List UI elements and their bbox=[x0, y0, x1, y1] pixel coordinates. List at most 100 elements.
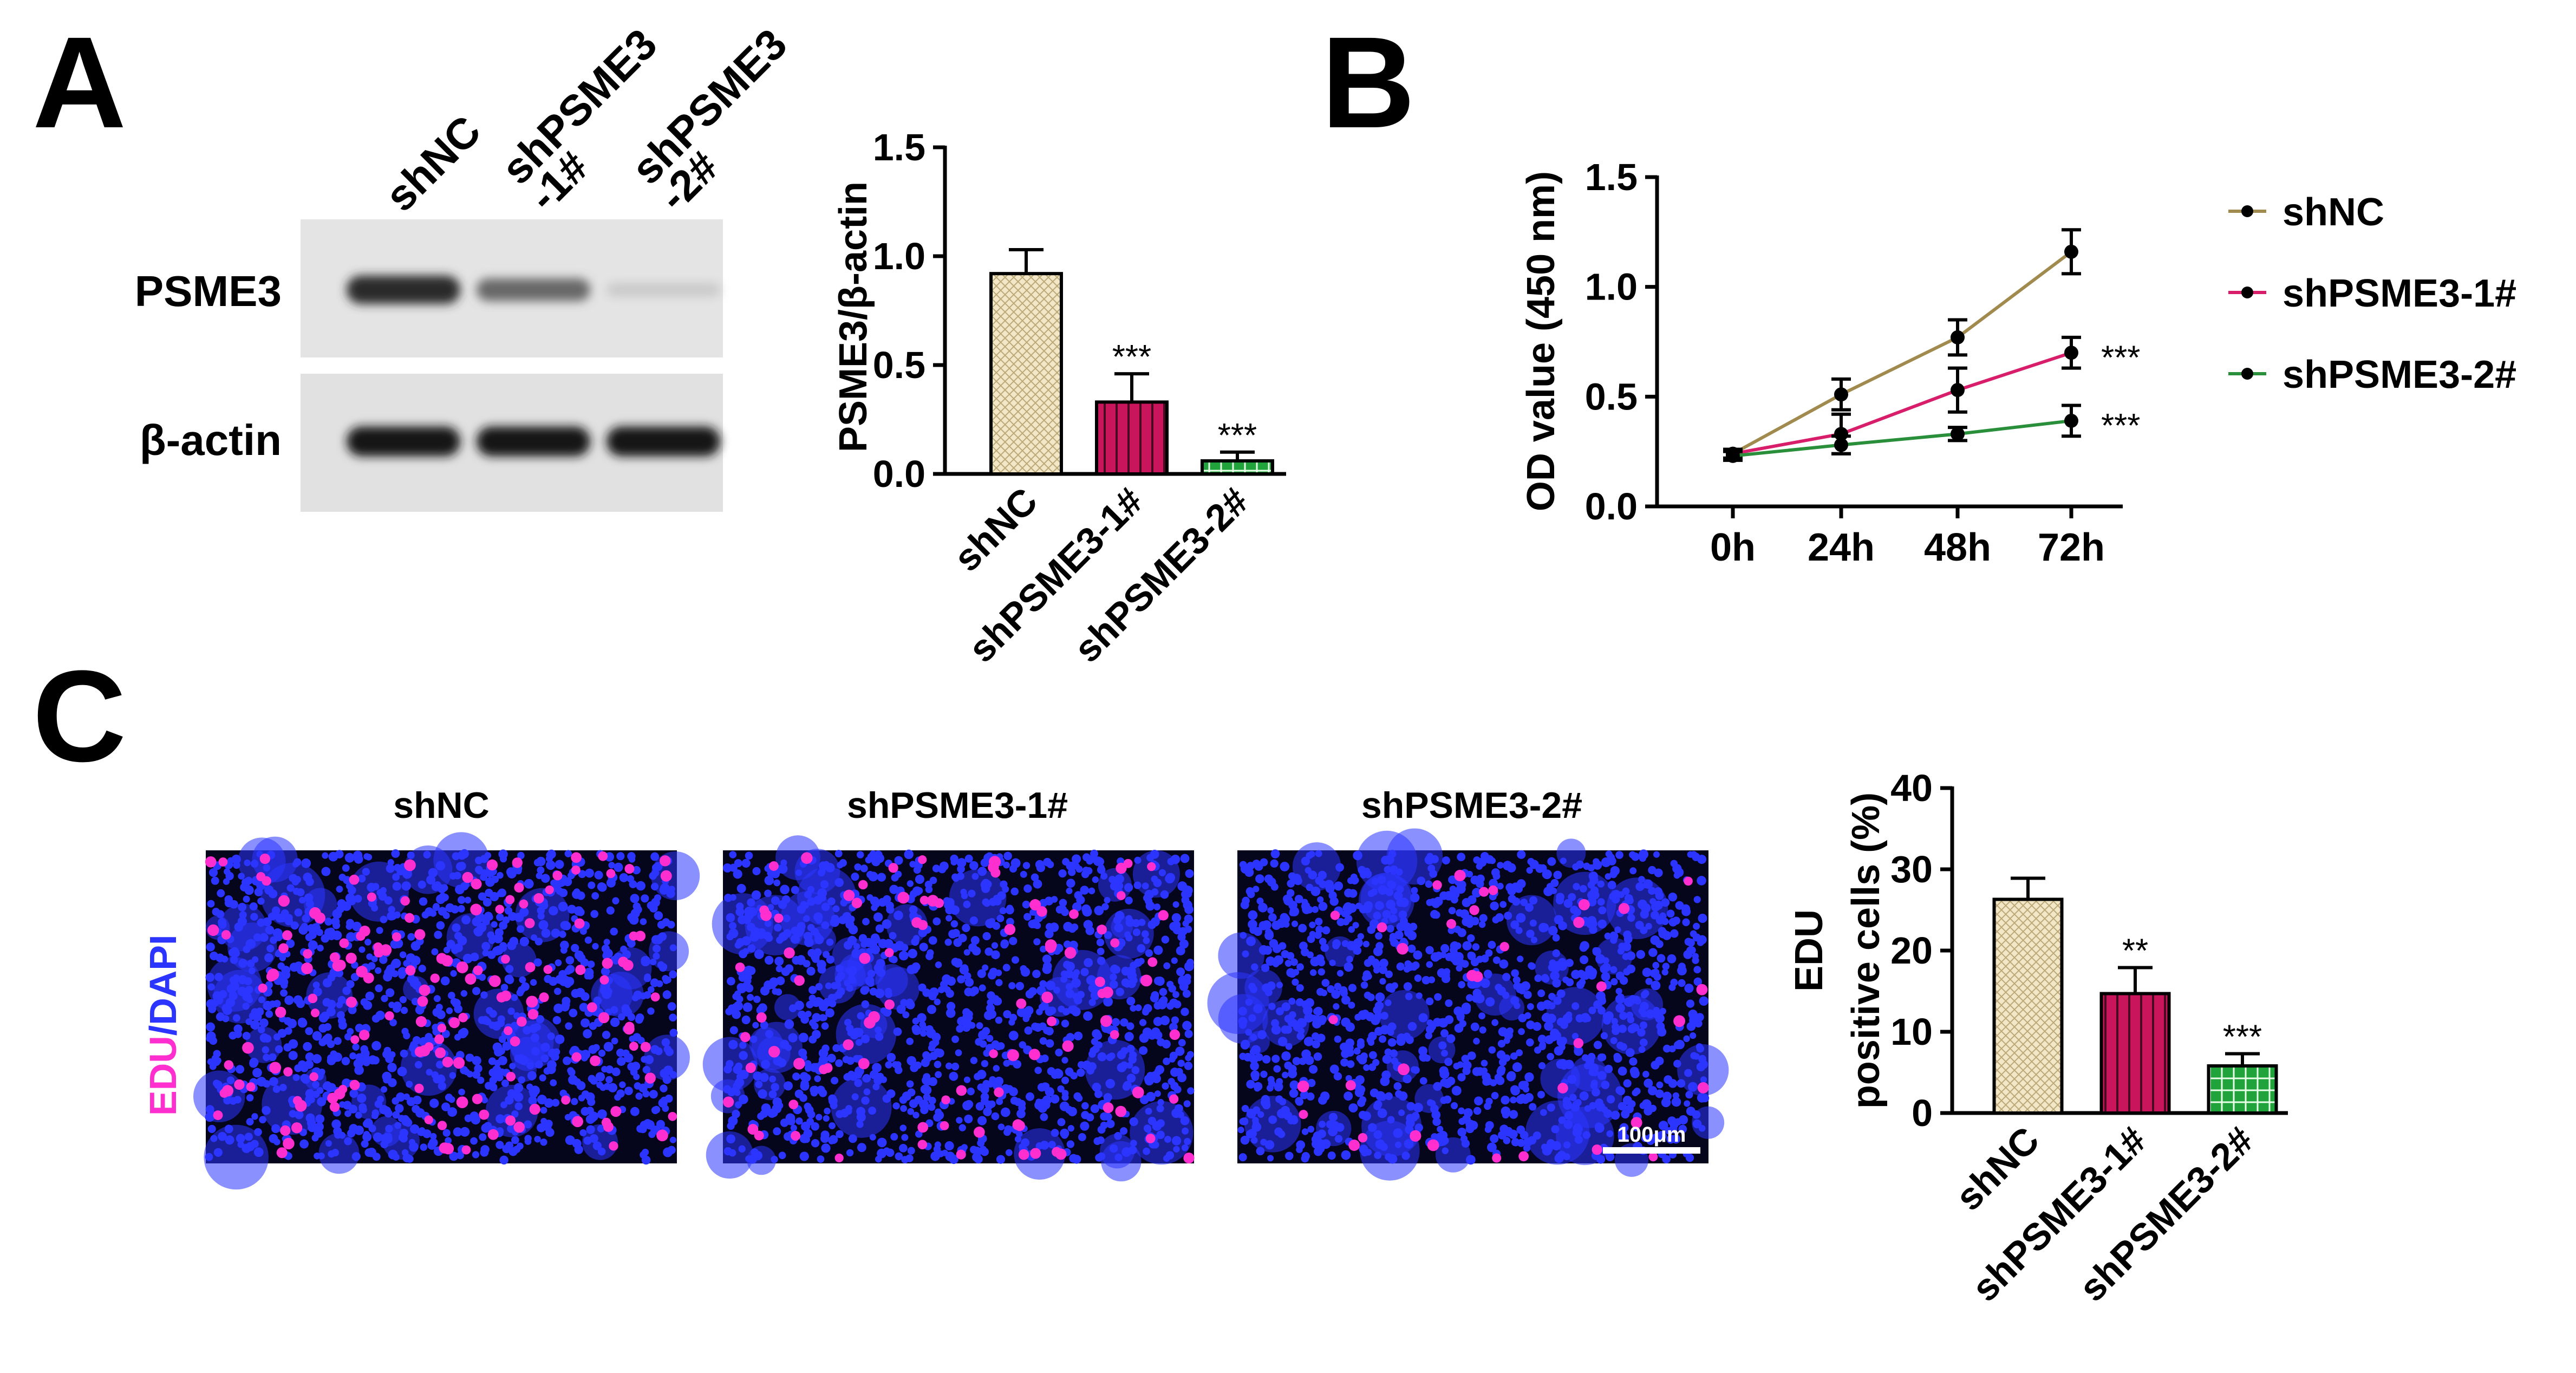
dapi-nucleus-3 bbox=[1457, 1127, 1466, 1137]
dapi-nucleus-1 bbox=[495, 1114, 505, 1124]
dapi-nucleus-2 bbox=[1085, 926, 1094, 935]
dapi-nucleus-2 bbox=[723, 1085, 732, 1094]
dapi-nucleus-2 bbox=[1184, 1030, 1193, 1038]
dapi-nucleus-2 bbox=[1163, 1057, 1171, 1065]
dapi-nucleus-1 bbox=[282, 970, 291, 979]
dapi-nucleus-2 bbox=[726, 933, 734, 941]
dapi-nucleus-3 bbox=[1387, 881, 1397, 889]
dapi-nucleus-2 bbox=[995, 979, 1003, 986]
dapi-nucleus-1 bbox=[286, 939, 295, 948]
dapi-nucleus-2 bbox=[1051, 1129, 1059, 1137]
dapi-nucleus-2 bbox=[937, 986, 945, 993]
chart-b-y-tick-label: 0.0 bbox=[1585, 485, 1638, 528]
dapi-nucleus-2 bbox=[919, 1021, 927, 1029]
dapi-nucleus-3 bbox=[1526, 867, 1533, 874]
dapi-nucleus-3 bbox=[1629, 1057, 1638, 1066]
dapi-nucleus-1 bbox=[555, 860, 564, 869]
dapi-nucleus-2 bbox=[767, 903, 774, 911]
dapi-nucleus-1 bbox=[347, 1027, 354, 1035]
dapi-nucleus-3 bbox=[1319, 938, 1327, 946]
dapi-nucleus-3 bbox=[1400, 917, 1408, 926]
dapi-nucleus-3 bbox=[1289, 1011, 1296, 1019]
dapi-nucleus-3 bbox=[1398, 1109, 1405, 1116]
edu-nucleus-2 bbox=[1147, 862, 1156, 871]
dapi-nucleus-1 bbox=[346, 932, 356, 942]
dapi-nucleus-3 bbox=[1615, 1003, 1625, 1013]
dapi-nucleus-3 bbox=[1271, 1025, 1281, 1035]
dapi-nucleus-1 bbox=[481, 1123, 491, 1133]
dapi-nucleus-1 bbox=[303, 1042, 312, 1051]
dapi-nucleus-2 bbox=[771, 1083, 779, 1091]
dapi-nucleus-2 bbox=[1083, 1011, 1093, 1021]
dapi-nucleus-3 bbox=[1523, 1137, 1533, 1147]
dapi-nucleus-2 bbox=[829, 1096, 838, 1106]
dapi-nucleus-1 bbox=[547, 1032, 555, 1040]
dapi-nucleus-2 bbox=[982, 932, 991, 941]
dapi-nucleus-2 bbox=[1055, 1049, 1063, 1057]
dapi-nucleus-3 bbox=[1286, 968, 1295, 977]
dapi-nucleus-3 bbox=[1590, 890, 1600, 900]
dapi-nucleus-2 bbox=[899, 1124, 907, 1131]
dapi-nucleus-1 bbox=[387, 1063, 397, 1072]
dapi-nucleus-2 bbox=[889, 932, 897, 940]
dapi-nucleus-1 bbox=[288, 1039, 298, 1049]
chart-a-y-tick-label: 0.5 bbox=[873, 344, 925, 386]
dapi-nucleus-3 bbox=[1297, 1018, 1305, 1026]
dapi-nucleus-3 bbox=[1492, 916, 1500, 923]
dapi-nucleus-3 bbox=[1566, 978, 1574, 987]
dapi-nucleus-1 bbox=[519, 936, 530, 947]
dapi-nucleus-2 bbox=[967, 1087, 975, 1096]
dapi-nucleus-3 bbox=[1489, 857, 1496, 864]
edu-nucleus-1 bbox=[624, 1021, 635, 1032]
dapi-nucleus-2 bbox=[1106, 1120, 1115, 1128]
dapi-nucleus-2 bbox=[780, 1118, 789, 1127]
dapi-nucleus-3 bbox=[1368, 1123, 1377, 1132]
dapi-nucleus-1 bbox=[599, 986, 609, 995]
dapi-nucleus-2 bbox=[894, 910, 903, 920]
dapi-nucleus-1 bbox=[627, 913, 637, 922]
dapi-nucleus-1 bbox=[440, 976, 450, 986]
dapi-nucleus-3 bbox=[1341, 1150, 1351, 1160]
dapi-nucleus-1 bbox=[392, 882, 402, 891]
dapi-nucleus-2 bbox=[980, 858, 989, 867]
dapi-nucleus-2 bbox=[726, 1060, 734, 1068]
edu-nucleus-1 bbox=[224, 1060, 234, 1070]
dapi-nucleus-3 bbox=[1607, 881, 1616, 889]
dapi-nucleus-3 bbox=[1348, 1001, 1355, 1009]
dapi-nucleus-3 bbox=[1572, 1128, 1582, 1137]
dapi-nucleus-2 bbox=[868, 1107, 876, 1115]
dapi-nucleus-3 bbox=[1517, 1138, 1525, 1147]
dapi-nucleus-1 bbox=[385, 1124, 393, 1133]
dapi-nucleus-3 bbox=[1556, 1037, 1567, 1047]
dapi-nucleus-1 bbox=[355, 1053, 364, 1062]
dapi-nucleus-1 bbox=[560, 940, 569, 950]
dapi-nucleus-2 bbox=[957, 975, 966, 984]
dapi-nucleus-2 bbox=[1151, 875, 1158, 883]
dapi-nucleus-2 bbox=[1096, 938, 1105, 947]
dapi-nucleus-1 bbox=[457, 905, 465, 913]
dapi-nucleus-2 bbox=[1082, 853, 1091, 862]
dapi-nucleus-3 bbox=[1678, 979, 1686, 987]
edu-nucleus-3 bbox=[1454, 869, 1466, 882]
dapi-nucleus-2 bbox=[977, 969, 986, 978]
dapi-nucleus-2 bbox=[950, 920, 958, 928]
dapi-nucleus-1 bbox=[651, 882, 659, 890]
dapi-nucleus-1 bbox=[431, 1071, 439, 1079]
dapi-nucleus-2 bbox=[1157, 1099, 1164, 1106]
dapi-nucleus-1 bbox=[649, 904, 658, 913]
dapi-nucleus-1 bbox=[650, 1045, 660, 1054]
dapi-nucleus-1 bbox=[375, 967, 382, 974]
dapi-nucleus-3 bbox=[1589, 920, 1597, 928]
dapi-nucleus-2 bbox=[1117, 1050, 1126, 1059]
dapi-nucleus-3 bbox=[1467, 934, 1475, 942]
dapi-nucleus-3 bbox=[1686, 939, 1695, 947]
dapi-nucleus-2 bbox=[920, 1030, 927, 1037]
dapi-nucleus-3 bbox=[1461, 1055, 1470, 1063]
dapi-nucleus-1 bbox=[371, 1040, 381, 1051]
dapi-nucleus-2 bbox=[944, 939, 952, 946]
dapi-nucleus-1 bbox=[314, 1152, 321, 1160]
dapi-nucleus-3 bbox=[1640, 1010, 1648, 1018]
dapi-nucleus-3 bbox=[1517, 955, 1524, 962]
dapi-nucleus-2 bbox=[1113, 916, 1122, 925]
edu-nucleus-3 bbox=[1479, 887, 1489, 897]
